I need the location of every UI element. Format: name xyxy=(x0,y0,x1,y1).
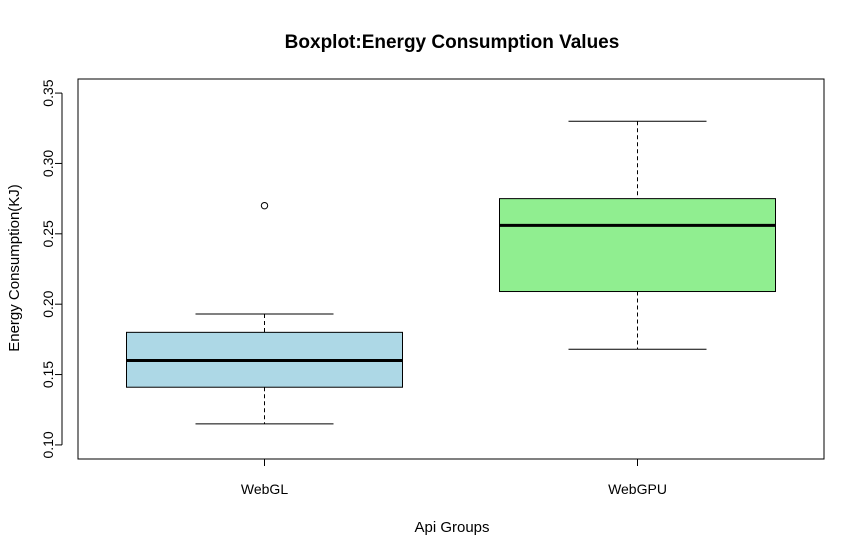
y-axis-label: Energy Consumption(KJ) xyxy=(6,184,23,352)
chart-title: Boxplot:Energy Consumption Values xyxy=(285,32,620,53)
y-tick-label: 0.30 xyxy=(40,150,56,177)
outlier-point xyxy=(260,201,269,210)
x-axis: WebGL WebGPU xyxy=(241,458,667,497)
x-axis-label: Api Groups xyxy=(414,519,489,536)
box-group-webgl xyxy=(126,201,403,425)
y-tick-label: 0.10 xyxy=(40,431,56,458)
box-group-webgpu xyxy=(499,120,776,350)
x-tick-label: WebGL xyxy=(241,481,288,497)
box-iqr xyxy=(499,198,776,293)
y-axis: 0.10 0.15 0.20 0.25 0.30 0.35 xyxy=(40,79,63,459)
boxes xyxy=(126,120,776,425)
y-tick-label: 0.25 xyxy=(40,220,56,247)
y-tick-label: 0.35 xyxy=(40,79,56,106)
y-tick-label: 0.20 xyxy=(40,290,56,317)
y-tick-label: 0.15 xyxy=(40,361,56,388)
x-tick-label: WebGPU xyxy=(608,481,667,497)
